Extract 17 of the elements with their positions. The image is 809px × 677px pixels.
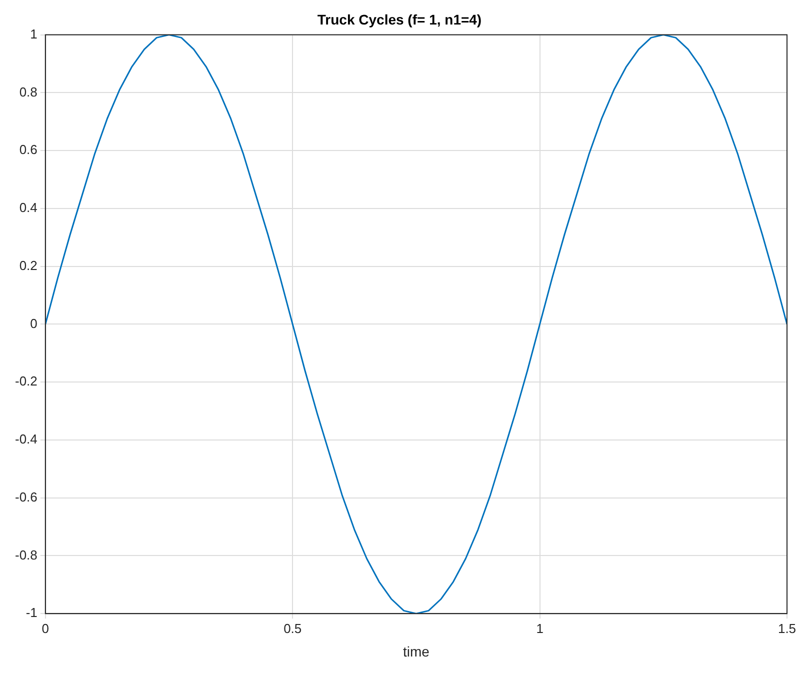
y-tick-label: 0.2 [19, 258, 38, 273]
y-tick-label: -1 [26, 605, 38, 620]
y-tick-label: 0.4 [19, 200, 38, 216]
x-tick-label: 1 [536, 620, 544, 636]
x-axis-title: time [402, 643, 430, 660]
y-tick-label: 0.8 [19, 84, 38, 100]
y-tick-label: 0.6 [19, 142, 38, 158]
chart-title: Truck Cycles (f= 1, n1=4) [317, 11, 482, 28]
y-tick-label: -0.2 [14, 374, 38, 389]
x-tick-label: 1.5 [778, 620, 796, 636]
y-tick-label: -0.8 [14, 547, 38, 562]
x-tick-label: 0.5 [284, 620, 302, 636]
y-tick-label: -0.4 [14, 432, 38, 447]
x-tick-label: 0 [42, 620, 50, 636]
y-tick-label: -0.6 [14, 489, 38, 504]
y-tick-label: 1 [30, 26, 38, 42]
y-tick-label: 0 [30, 316, 38, 331]
